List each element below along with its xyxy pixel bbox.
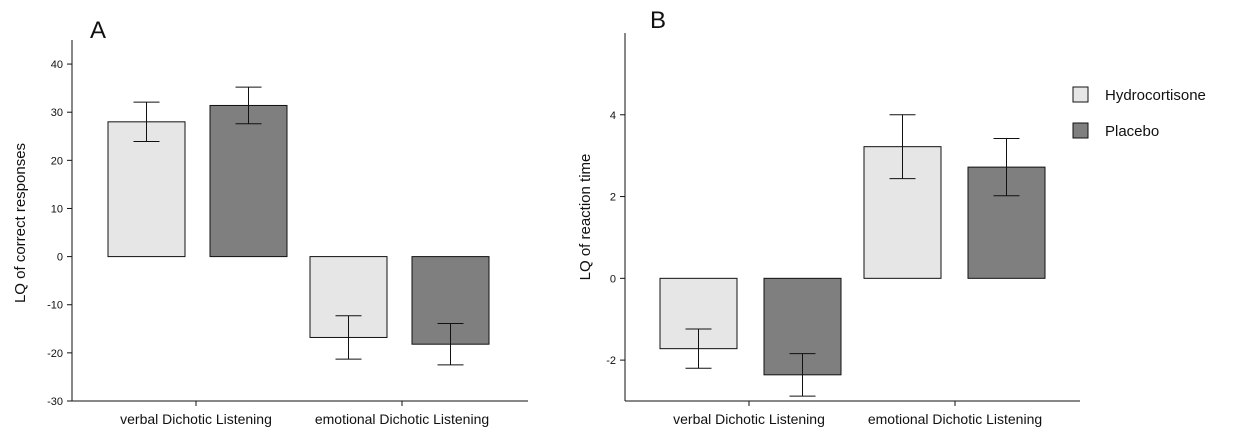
y-tick-label: -10 xyxy=(47,300,63,312)
y-tick-label: 0 xyxy=(610,273,616,285)
bar xyxy=(107,121,186,258)
panel-b-y-axis-label: LQ of reaction time xyxy=(577,154,594,281)
bar xyxy=(209,104,288,258)
panel-a-label: A xyxy=(90,17,106,44)
y-tick-label: 30 xyxy=(51,107,63,119)
legend-label-hydrocortisone: Hydrocortisone xyxy=(1105,87,1206,104)
y-tick-label: 20 xyxy=(51,155,63,167)
legend-label-placebo: Placebo xyxy=(1105,123,1159,140)
legend: Hydrocortisone Placebo xyxy=(1072,86,1206,140)
panel-b-label: B xyxy=(650,7,666,34)
y-tick-label: 2 xyxy=(610,192,616,204)
y-tick-label: -30 xyxy=(47,396,63,408)
panel-a-y-axis-label: LQ of correct responses xyxy=(12,143,29,303)
x-category-label: verbal Dichotic Listening xyxy=(120,411,272,427)
legend-swatch-placebo xyxy=(1072,122,1089,139)
y-tick-label: 40 xyxy=(51,59,63,71)
x-category-label: emotional Dichotic Listening xyxy=(315,411,489,427)
x-category-label: verbal Dichotic Listening xyxy=(673,411,825,427)
y-tick-label: 0 xyxy=(57,252,63,264)
legend-swatch-hydrocortisone xyxy=(1072,86,1089,103)
panel-a: A LQ of correct responses -30 -20 -10 0 10 20… xyxy=(12,17,528,427)
x-category-label: emotional Dichotic Listening xyxy=(868,411,1042,427)
y-tick-label: 10 xyxy=(51,203,63,215)
y-tick-label: -20 xyxy=(47,348,63,360)
panel-b: B LQ of reaction time -2 0 2 4 verbal Dichot… xyxy=(577,7,1080,427)
y-tick-label: -2 xyxy=(606,355,616,367)
y-tick-label: 4 xyxy=(610,110,616,122)
